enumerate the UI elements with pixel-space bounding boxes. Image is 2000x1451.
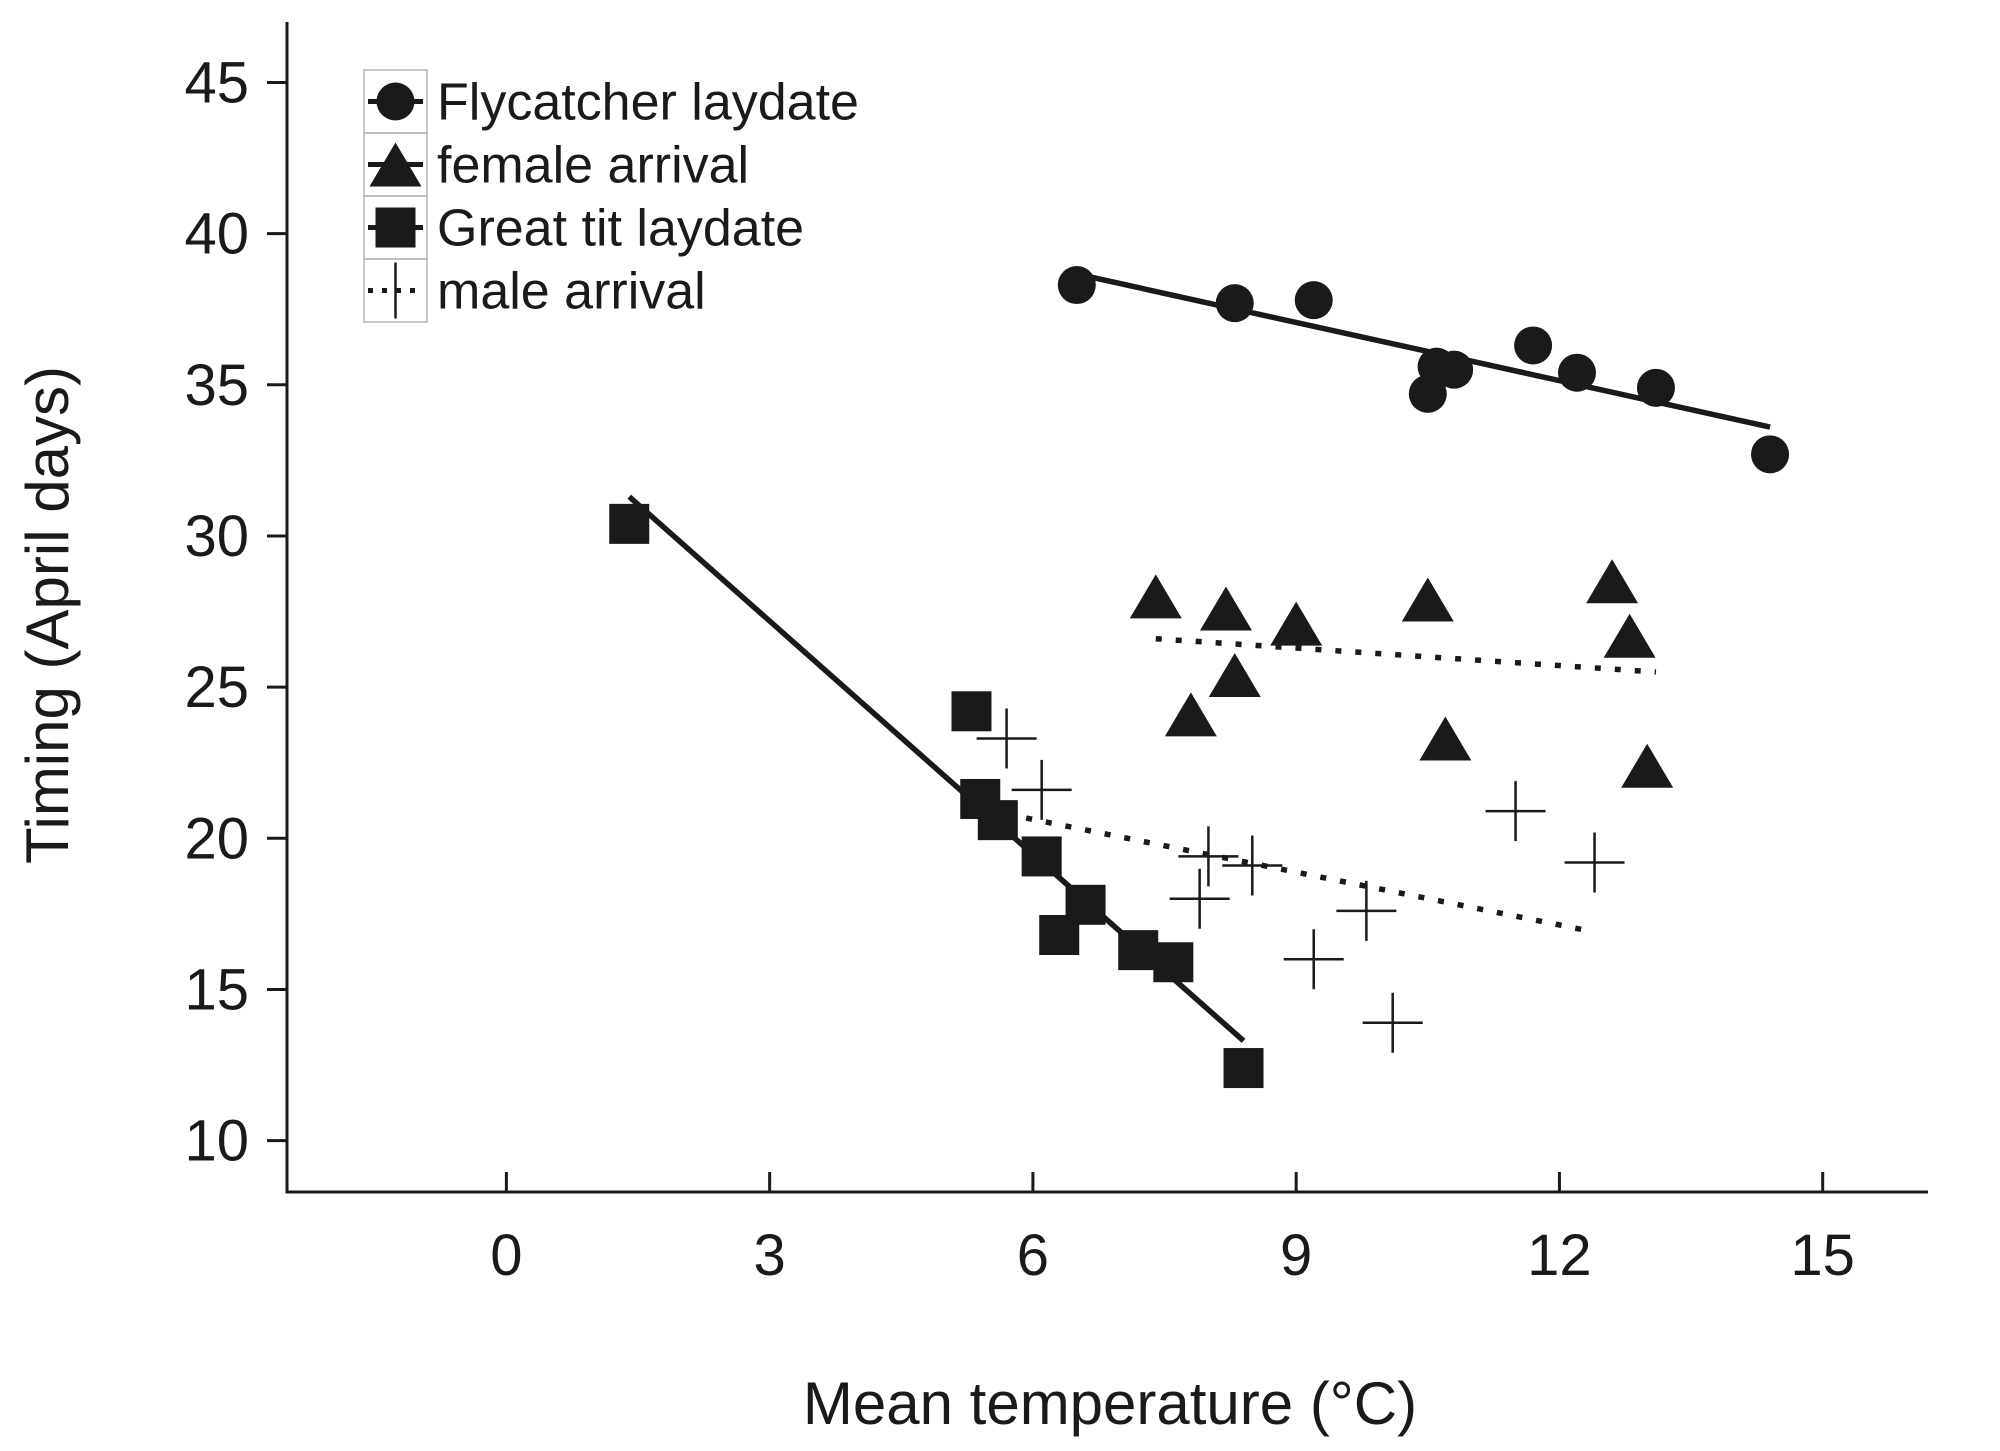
male-arrival-point: [1178, 826, 1239, 887]
y-tick-label: 15: [184, 957, 249, 1022]
legend-entry: female arrival: [363, 132, 749, 197]
great-tit-laydate-point: [1065, 884, 1106, 925]
flycatcher-laydate-point: [1557, 353, 1596, 392]
x-tick-label: 9: [1280, 1223, 1312, 1288]
legend-square-marker: [375, 207, 416, 248]
flycatcher-laydate-point: [1215, 284, 1254, 323]
male-arrival-point: [1011, 759, 1072, 820]
flycatcher-laydate-point: [1294, 281, 1333, 320]
female-arrival-point: [1164, 692, 1217, 737]
male-arrival-point: [1169, 868, 1230, 929]
female-arrival-fit-line: [1155, 636, 1657, 675]
great-tit-laydate-point: [977, 800, 1018, 841]
male-arrival-point: [1564, 832, 1625, 893]
flycatcher-laydate-point: [1435, 350, 1474, 389]
female-arrival-point: [1199, 586, 1252, 631]
flycatcher-laydate-point: [1636, 368, 1675, 407]
legend-label: female arrival: [437, 137, 749, 195]
great-tit-laydate-point: [951, 691, 992, 732]
male-arrival-point: [1485, 781, 1546, 842]
female-arrival-point: [1586, 559, 1639, 604]
x-tick-label: 0: [490, 1223, 522, 1288]
legend-triangle-marker: [369, 142, 422, 187]
legend-circle-marker: [376, 82, 415, 121]
female-arrival-point: [1401, 577, 1454, 622]
x-tick-label: 15: [1790, 1223, 1855, 1288]
male-arrival-point: [1283, 929, 1344, 990]
male-arrival-point: [976, 708, 1037, 769]
x-tick-label: 12: [1527, 1223, 1592, 1288]
legend-label: Great tit laydate: [437, 200, 804, 258]
y-tick-label: 25: [184, 655, 249, 720]
female-arrival-point: [1208, 653, 1261, 698]
x-tick-label: 6: [1017, 1223, 1049, 1288]
x-tick-label: 3: [754, 1223, 786, 1288]
flycatcher-laydate-point: [1751, 435, 1790, 474]
y-tick-label: 45: [184, 50, 249, 115]
y-axis-title: Timing (April days): [14, 366, 81, 864]
y-tick-label: 20: [184, 806, 249, 871]
legend-entry: male arrival: [363, 258, 706, 323]
legend-label: male arrival: [437, 263, 706, 321]
flycatcher-laydate-point: [1514, 326, 1553, 365]
great-tit-laydate-point: [1223, 1048, 1264, 1089]
great-tit-laydate-point: [1153, 942, 1194, 983]
legend-swatch-box: [363, 258, 428, 323]
y-tick-label: 40: [184, 202, 249, 267]
data-points: [609, 266, 1790, 1089]
female-arrival-point: [1621, 743, 1674, 788]
male-arrival-point: [1336, 880, 1397, 941]
axes: 10 15 20 25 30 35 40 45 0 3 6 9 12 15: [184, 22, 1928, 1288]
great-tit-laydate-point: [609, 503, 650, 544]
female-arrival-point: [1603, 613, 1656, 658]
legend-entry: Flycatcher laydate: [363, 69, 859, 134]
y-tick-label: 35: [184, 353, 249, 418]
male-arrival-point: [1222, 835, 1283, 896]
flycatcher-laydate-point: [1057, 266, 1096, 305]
female-arrival-point: [1419, 716, 1472, 761]
female-arrival-point: [1129, 574, 1182, 619]
x-axis-title: Mean temperature (°C): [803, 1370, 1417, 1437]
great-tit-laydate-point: [1021, 836, 1062, 877]
female-arrival-point: [1270, 601, 1323, 646]
legend-label: Flycatcher laydate: [437, 74, 859, 132]
male-arrival-point: [1362, 992, 1423, 1053]
y-tick-label: 10: [184, 1109, 249, 1174]
y-tick-label: 30: [184, 504, 249, 569]
great-tit-laydate-point: [1118, 930, 1159, 971]
legend-entry: Great tit laydate: [363, 195, 804, 260]
